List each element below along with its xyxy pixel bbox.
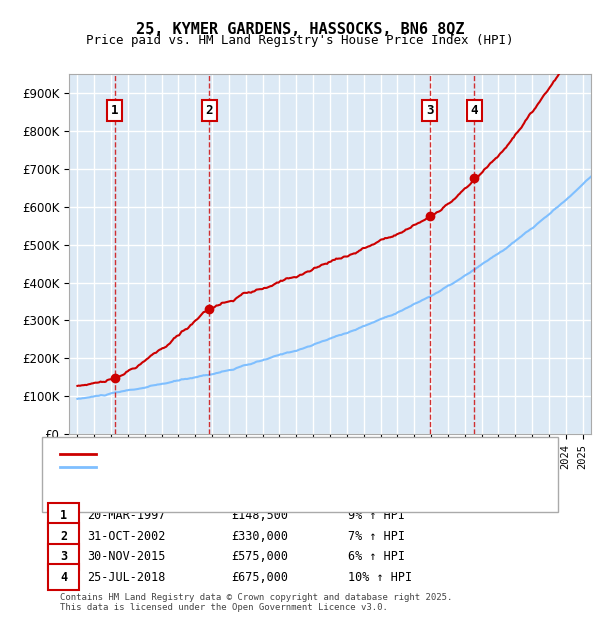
Text: 25, KYMER GARDENS, HASSOCKS, BN6 8QZ (detached house): 25, KYMER GARDENS, HASSOCKS, BN6 8QZ (de… [102,450,460,459]
Text: 1: 1 [111,104,119,117]
Text: 2: 2 [60,530,67,542]
Text: £575,000: £575,000 [231,551,288,563]
Text: 4: 4 [60,571,67,583]
Text: 6% ↑ HPI: 6% ↑ HPI [348,551,405,563]
Text: £330,000: £330,000 [231,530,288,542]
Text: £148,500: £148,500 [231,510,288,522]
Text: 25, KYMER GARDENS, HASSOCKS, BN6 8QZ: 25, KYMER GARDENS, HASSOCKS, BN6 8QZ [136,22,464,37]
Text: Price paid vs. HM Land Registry's House Price Index (HPI): Price paid vs. HM Land Registry's House … [86,34,514,47]
Text: Contains HM Land Registry data © Crown copyright and database right 2025.
This d: Contains HM Land Registry data © Crown c… [60,593,452,612]
Text: 7% ↑ HPI: 7% ↑ HPI [348,530,405,542]
Text: HPI: Average price, detached house, Mid Sussex: HPI: Average price, detached house, Mid … [102,462,413,472]
Text: 20-MAR-1997: 20-MAR-1997 [87,510,166,522]
Text: 31-OCT-2002: 31-OCT-2002 [87,530,166,542]
Text: 9% ↑ HPI: 9% ↑ HPI [348,510,405,522]
Text: 2: 2 [206,104,213,117]
Text: 10% ↑ HPI: 10% ↑ HPI [348,571,412,583]
Text: 25-JUL-2018: 25-JUL-2018 [87,571,166,583]
Text: £675,000: £675,000 [231,571,288,583]
Text: 30-NOV-2015: 30-NOV-2015 [87,551,166,563]
Text: 4: 4 [470,104,478,117]
Text: 3: 3 [426,104,433,117]
Text: 1: 1 [60,510,67,522]
Text: 3: 3 [60,551,67,563]
